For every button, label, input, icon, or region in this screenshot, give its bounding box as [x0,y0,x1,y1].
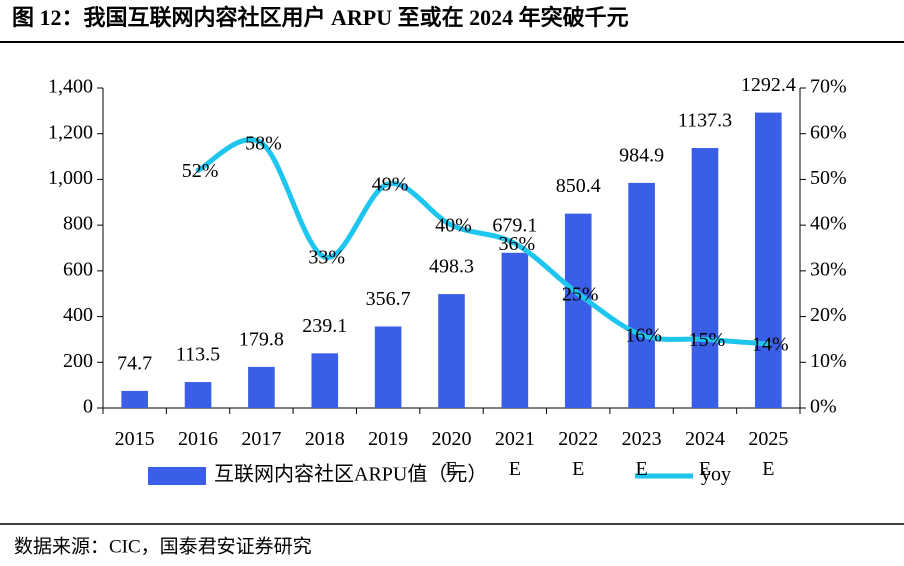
y2-tick-label: 70% [810,76,847,98]
line-label: 40% [435,215,472,237]
legend-swatch [148,467,206,485]
y2-tick-label: 60% [810,121,847,143]
y-tick-label: 1,400 [48,76,93,98]
y-tick-label: 400 [63,304,93,326]
bar-label: 113.5 [176,344,220,366]
y2-tick-label: 30% [810,258,847,280]
bar-label: 179.8 [239,328,284,350]
y2-tick-label: 20% [810,304,847,326]
bar-label: 498.3 [429,256,474,278]
bar-label: 850.4 [556,175,601,197]
line-label: 33% [308,247,345,269]
bar [628,182,655,408]
x-tick-label: 2015 [114,428,155,450]
bar-label: 1137.3 [678,110,732,132]
bar [755,112,782,408]
line-label: 16% [625,324,662,346]
legend-label: yoy [701,464,731,486]
y-tick-label: 200 [63,350,93,372]
bar-label: 356.7 [366,288,411,310]
x-tick-label: 2018 [304,428,345,450]
line [195,137,771,347]
y-tick-label: 1,000 [48,167,93,189]
bar-label: 679.1 [492,214,537,236]
x-tick-label: 2016 [178,428,219,450]
bar [121,390,148,408]
y-tick-label: 600 [63,258,93,280]
legend-label: 互联网内容社区ARPU值（元） [214,463,487,486]
x-tick-label: 2025 E [748,428,789,480]
y2-tick-label: 40% [810,213,847,235]
bar [438,294,465,408]
bar-label: 984.9 [619,144,664,166]
bar [501,252,529,408]
line-label: 25% [562,283,599,305]
x-tick-label: 2022 E [558,428,599,480]
line-label: 49% [372,174,409,196]
x-tick-label: 2019 [368,428,409,450]
y-tick-label: 1,200 [48,121,93,143]
bar [564,213,592,408]
line-label: 52% [182,160,219,182]
y2-tick-label: 0% [810,396,837,418]
source: 数据来源：CIC，国泰君安证券研究 [14,535,312,557]
bar [374,326,402,408]
x-tick-label: 2024 E [684,428,725,480]
bar [184,382,212,408]
y2-tick-label: 10% [810,350,847,372]
x-tick-label: 2021 E [494,428,535,480]
bar-label: 239.1 [302,315,347,337]
line-label: 14% [752,334,789,356]
line-label: 36% [499,233,536,255]
y-tick-label: 800 [63,213,93,235]
bar [311,353,339,408]
y-tick-label: 0 [83,396,93,418]
x-tick-label: 2020 E [431,428,472,480]
bar-label: 1292.4 [741,74,796,96]
line-label: 58% [245,132,282,154]
x-tick-label: 2023 E [621,428,662,480]
bar-label: 74.7 [117,353,152,375]
chart-title: 图 12：我国互联网内容社区用户 ARPU 至或在 2024 年突破千元 [12,5,629,30]
y2-tick-label: 50% [810,167,847,189]
x-tick-label: 2017 [241,428,282,450]
bar [248,366,275,408]
line-label: 15% [689,329,726,351]
bar [691,148,719,408]
